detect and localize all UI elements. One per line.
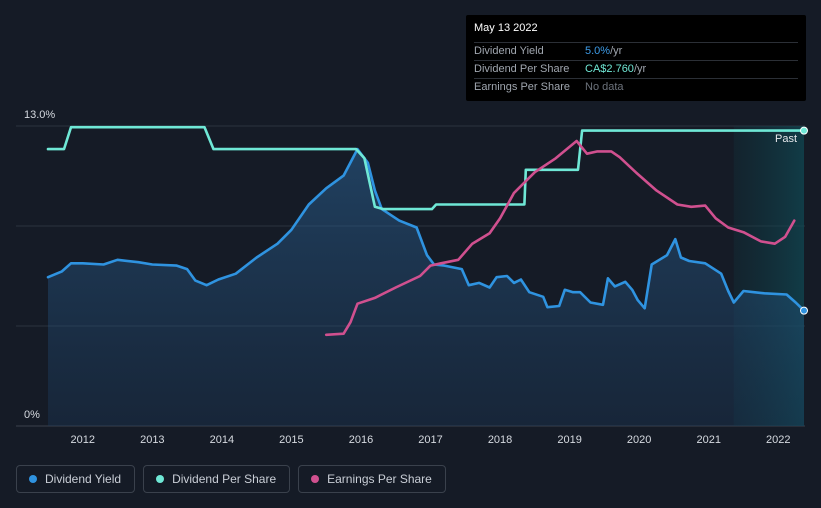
x-axis-tick-label: 2013 bbox=[140, 434, 164, 446]
x-axis-tick-label: 2018 bbox=[488, 434, 512, 446]
series-end-marker-yield bbox=[800, 306, 808, 315]
hover-tooltip: May 13 2022 Dividend Yield 5.0% /yr Divi… bbox=[466, 15, 806, 101]
tooltip-row-dps: Dividend Per Share CA$2.760 /yr bbox=[474, 61, 798, 79]
x-axis-tick-label: 2012 bbox=[71, 434, 95, 446]
series-line-yield bbox=[46, 147, 806, 312]
tooltip-unit: /yr bbox=[610, 45, 623, 57]
tooltip-row-eps: Earnings Per Share No data bbox=[474, 79, 798, 96]
y-axis-label-bottom: 0% bbox=[24, 409, 40, 421]
series-line-eps bbox=[324, 139, 796, 337]
x-axis-tick-label: 2021 bbox=[696, 434, 720, 446]
x-axis-tick-label: 2015 bbox=[279, 434, 303, 446]
x-axis-tick-label: 2019 bbox=[557, 434, 581, 446]
series-layer bbox=[46, 125, 808, 426]
legend-label: Dividend Per Share bbox=[172, 472, 277, 486]
tooltip-row-yield: Dividend Yield 5.0% /yr bbox=[474, 43, 798, 61]
legend-item-dividend-per-share[interactable]: Dividend Per Share bbox=[143, 465, 291, 493]
tooltip-label: Dividend Per Share bbox=[474, 63, 570, 75]
axis-layer: 13.0% 0% 2012 2013 2014 2015 2016 2017 2018 2019 2… bbox=[24, 109, 797, 446]
series-end-marker-dps bbox=[800, 126, 808, 135]
tooltip-label: Earnings Per Share bbox=[474, 81, 570, 93]
legend-item-earnings-per-share[interactable]: Earnings Per Share bbox=[298, 465, 446, 493]
x-axis-tick-label: 2020 bbox=[627, 434, 651, 446]
tooltip-value: 5.0% bbox=[585, 45, 611, 57]
x-axis-tick-label: 2016 bbox=[349, 434, 373, 446]
tooltip-unit: /yr bbox=[633, 63, 647, 75]
legend-dot-icon bbox=[29, 475, 37, 483]
legend-dot-icon bbox=[311, 475, 320, 483]
past-label: Past bbox=[775, 133, 797, 145]
x-axis-tick-label: 2022 bbox=[766, 434, 790, 446]
x-axis-tick-label: 2014 bbox=[210, 434, 234, 446]
chart-legend: Dividend Yield Dividend Per Share Earnin… bbox=[16, 465, 446, 493]
legend-item-dividend-yield[interactable]: Dividend Yield bbox=[16, 465, 136, 493]
tooltip-value: No data bbox=[585, 81, 624, 93]
tooltip-label: Dividend Yield bbox=[474, 45, 544, 57]
tooltip-value: CA$2.760 bbox=[585, 63, 634, 75]
y-axis-label-top: 13.0% bbox=[24, 109, 55, 121]
legend-label: Earnings Per Share bbox=[327, 472, 432, 486]
series-area-yield bbox=[48, 149, 804, 426]
series-line-dps bbox=[46, 125, 806, 211]
legend-dot-icon bbox=[156, 475, 165, 483]
x-axis-tick-label: 2017 bbox=[418, 434, 442, 446]
tooltip-date: May 13 2022 bbox=[474, 22, 798, 43]
legend-label: Dividend Yield bbox=[45, 472, 122, 486]
